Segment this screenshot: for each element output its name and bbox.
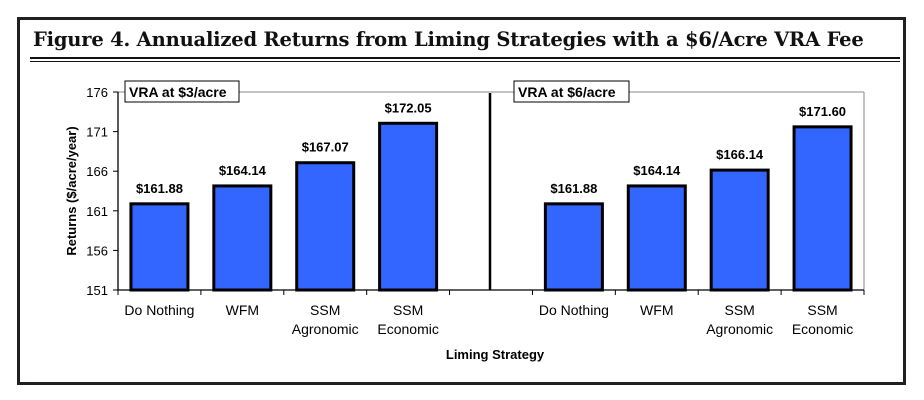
panel-label: VRA at $6/acre	[518, 84, 616, 100]
x-category-label: Do Nothing	[124, 302, 194, 318]
x-category-label: Agronomic	[706, 321, 773, 337]
y-tick-label: 161	[86, 204, 108, 219]
bar	[295, 161, 356, 292]
x-category-label: SSM	[724, 302, 754, 318]
panel-label: VRA at $3/acre	[129, 84, 227, 100]
data-label: $171.60	[799, 104, 846, 119]
title-rule-thick	[30, 57, 900, 59]
bar	[792, 125, 853, 292]
bar	[212, 184, 273, 292]
data-label: $172.05	[385, 100, 432, 115]
x-category-label: Economic	[377, 321, 438, 337]
y-tick-label: 166	[86, 164, 108, 179]
bar	[129, 202, 190, 292]
data-label: $167.07	[302, 140, 349, 155]
y-tick-label: 156	[86, 243, 108, 258]
x-category-label: WFM	[226, 302, 259, 318]
x-category-label: SSM	[807, 302, 837, 318]
data-label: $161.88	[550, 181, 597, 196]
x-axis-title: Liming Strategy	[446, 347, 545, 362]
x-category-label: Economic	[792, 321, 853, 337]
y-axis-title: Returns ($/acre/year)	[64, 126, 79, 255]
x-category-label: Agronomic	[292, 321, 359, 337]
y-tick-label: 176	[86, 85, 108, 100]
data-label: $164.14	[219, 163, 267, 178]
panel-label-box	[513, 80, 630, 103]
figure-frame	[17, 17, 906, 385]
y-tick-label: 151	[86, 283, 108, 298]
title-rule-thin	[30, 61, 900, 62]
panel-label-box	[124, 80, 240, 103]
bar	[626, 184, 687, 292]
x-category-label: SSM	[310, 302, 340, 318]
y-tick-label: 171	[86, 125, 108, 140]
data-label: $164.14	[633, 163, 681, 178]
x-category-label: WFM	[640, 302, 673, 318]
bar	[378, 121, 439, 292]
figure-title: Figure 4. Annualized Returns from Liming…	[33, 28, 864, 51]
x-category-label: Do Nothing	[539, 302, 609, 318]
data-label: $161.88	[136, 181, 183, 196]
x-category-label: SSM	[393, 302, 423, 318]
bar	[709, 168, 770, 292]
bar	[543, 202, 604, 292]
data-label: $166.14	[716, 147, 764, 162]
